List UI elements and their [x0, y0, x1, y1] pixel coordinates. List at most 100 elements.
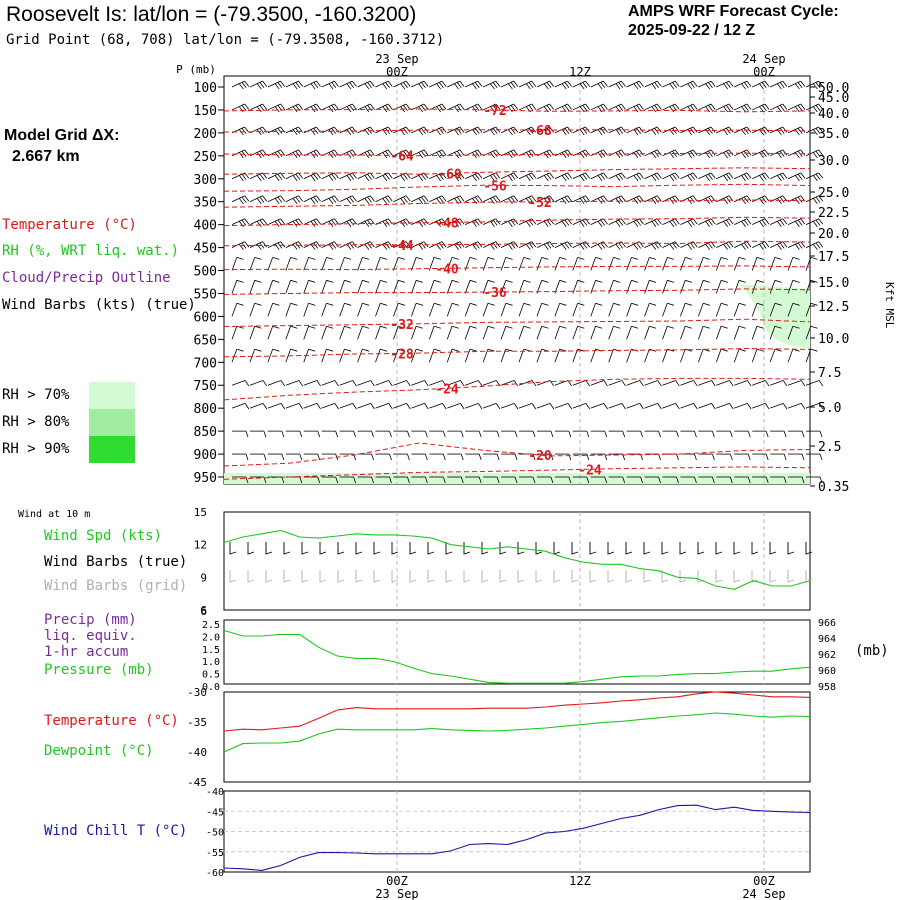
wind-barb	[805, 126, 824, 136]
pressure-tick-label: 962	[818, 650, 836, 661]
wind-barb	[339, 380, 357, 387]
wind-barb	[321, 302, 334, 317]
wind-barb	[554, 453, 572, 461]
wind-barb	[734, 453, 751, 461]
wind-barb	[554, 80, 572, 90]
wind-barb	[465, 380, 483, 387]
wind-barb	[303, 453, 321, 461]
wind-barb	[644, 256, 657, 271]
wind-barb	[572, 380, 591, 387]
wind-barb	[590, 256, 603, 271]
wind-barb	[303, 241, 321, 250]
wind-barb	[285, 380, 304, 387]
wind-barb	[321, 80, 339, 90]
wind-barb	[805, 325, 818, 340]
wind-barb	[536, 241, 555, 250]
height-tick-label: 20.0	[818, 227, 849, 242]
wind-barb	[518, 126, 537, 136]
precip-tick-label: 2.0	[202, 632, 220, 643]
isotherm-line	[223, 129, 811, 133]
legend-temperature: Temperature (°C)	[2, 217, 137, 233]
wind-barb	[716, 380, 734, 387]
wind-barb	[303, 325, 316, 340]
wind-barb	[285, 172, 303, 182]
wind-barb	[787, 380, 806, 387]
height-tick-label: 7.5	[818, 366, 841, 381]
wind-barb	[357, 302, 370, 317]
wind-barb	[644, 325, 657, 340]
wind-barb	[267, 279, 280, 294]
wind-barb	[644, 302, 657, 317]
wind-barb	[572, 279, 585, 294]
bottom-date-label: 23 Sep	[375, 887, 418, 900]
wind-barb	[644, 476, 661, 484]
cross-section-frame	[223, 75, 811, 485]
wind-barb	[393, 476, 410, 484]
isotherm-label: -64	[390, 150, 414, 165]
isotherm-line	[223, 466, 811, 480]
wind-barb	[805, 149, 824, 159]
temperature-label: Temperature (°C)	[44, 713, 179, 729]
temperature-line	[223, 691, 811, 732]
wind-barb	[465, 430, 482, 438]
wind-barb	[393, 453, 410, 461]
wind-barb	[518, 279, 531, 294]
wind-barb	[519, 476, 536, 484]
legend-wind-barbs: Wind Barbs (kts) (true)	[2, 297, 196, 313]
wind-barb	[626, 302, 639, 317]
wind-tick-label: 9	[200, 571, 207, 584]
top-date-label: 23 Sep	[375, 52, 418, 66]
wind-barb	[734, 380, 752, 387]
wind-barb	[805, 302, 818, 317]
wind-barb	[231, 380, 250, 387]
wind-barb	[787, 279, 800, 294]
wind-barb	[411, 218, 429, 227]
wind-barb	[769, 172, 788, 182]
wind-barb	[249, 103, 268, 113]
wind-barb	[339, 126, 357, 136]
wind-barb	[662, 218, 680, 227]
surface-wind-barb	[535, 542, 543, 583]
wind-barb	[572, 80, 590, 90]
wind-barb	[518, 302, 531, 317]
wind-barb	[249, 195, 268, 205]
wind-barb	[697, 279, 710, 294]
wind-barb	[303, 218, 321, 227]
wind-barb	[321, 430, 339, 438]
wind-barb	[751, 325, 764, 340]
wind-barb	[393, 403, 411, 410]
wind-barb	[536, 476, 554, 484]
height-tick-label: 17.5	[818, 250, 849, 265]
wind-barb	[680, 476, 697, 484]
wind-barb	[608, 172, 626, 182]
wind-barb	[321, 256, 334, 271]
wind-barb	[536, 403, 555, 410]
pressure-label: Pressure (mb)	[44, 662, 154, 678]
wind-barb	[231, 403, 250, 410]
surface-wind-barb	[391, 542, 399, 583]
wind-barb	[357, 476, 374, 484]
wind-barb	[232, 453, 249, 461]
wind-barb	[482, 80, 501, 90]
wind-barb	[482, 348, 495, 363]
wind-barb	[680, 430, 697, 438]
wind-barb	[536, 325, 549, 340]
wind-barb	[716, 103, 734, 113]
pressure-tick-label: 964	[818, 634, 836, 645]
wind-barb	[536, 103, 555, 113]
wind-barb	[752, 430, 769, 438]
wind-barb	[375, 195, 393, 205]
wind-speed-line	[223, 529, 811, 590]
wind-barb	[787, 80, 806, 90]
wind-barb	[429, 453, 446, 461]
wind-barb	[626, 403, 644, 410]
isotherm-label: -52	[528, 196, 551, 211]
wind-barb	[464, 302, 477, 317]
wind-barb	[411, 403, 429, 410]
bottom-time-label: 12Z	[569, 874, 591, 888]
wind-barb	[285, 325, 298, 340]
wind-barb	[249, 430, 267, 438]
wind-barb	[805, 348, 818, 363]
wind-barb	[787, 241, 806, 250]
